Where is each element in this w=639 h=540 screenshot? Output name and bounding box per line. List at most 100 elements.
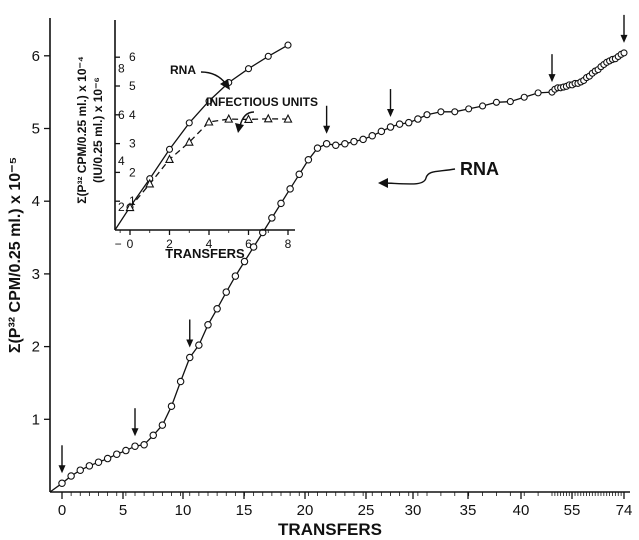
- inset-y-axis-label-left: Σ(P³² CPM/0.25 ml.) x 10⁻⁴: [75, 56, 89, 204]
- inset-infectious-units-leader: [239, 111, 255, 127]
- inset-rna-label-leader: [200, 71, 227, 85]
- transfer-arrows: [58, 14, 628, 474]
- inset-rna-point: [205, 97, 213, 105]
- inset-rna-point: [284, 41, 292, 49]
- transfer-arrow: [387, 89, 394, 118]
- inset-y-tick-label: 6: [129, 50, 136, 64]
- main-x-tick-label: 55: [564, 502, 581, 519]
- main-y-axis-label: Σ(P³² CPM/0.25 ml.) x 10⁻⁵: [7, 157, 24, 353]
- inset-infectious-units-label: INFECTIOUS UNITS: [206, 95, 318, 109]
- inset-infectious-units-point: [145, 178, 155, 188]
- main-rna-point: [58, 479, 66, 488]
- inset-y-right-tick-label: 2: [118, 200, 125, 214]
- main-minor-ticks: [61, 492, 625, 496]
- main-series-label-arrowhead: [378, 178, 388, 188]
- main-x-tick-label: 30: [405, 502, 422, 519]
- main-series-label-leader: [383, 168, 456, 185]
- inset-infectious-units-point: [125, 202, 135, 212]
- main-x-ticks: 0 5 10 15 20 25 30 35 40 55 74: [58, 492, 633, 519]
- main-rna-point: [313, 144, 322, 152]
- transfer-arrow: [620, 14, 628, 43]
- inset-x-tick-label: 2: [166, 237, 173, 251]
- main-rna-point: [341, 140, 349, 148]
- main-rna-point: [240, 257, 249, 266]
- main-rna-point: [414, 115, 422, 123]
- inset-rna-label-arrowhead: [220, 79, 230, 90]
- inset-y-right-tick-label: 4: [118, 154, 125, 168]
- main-y-tick-label: 6: [32, 48, 40, 65]
- main-rna-point: [506, 98, 514, 106]
- main-rna-point: [268, 214, 276, 222]
- inset-y-axis-label-right: (IU/0.25 ml.) x 10⁻⁶: [91, 77, 105, 183]
- main-rna-point: [76, 466, 85, 474]
- inset-infectious-units-point: [243, 114, 254, 123]
- main-rna-point: [103, 454, 112, 463]
- inset-infectious-units-point: [164, 154, 175, 163]
- inset-infectious-units-points: [125, 113, 293, 212]
- main-rna-point: [404, 118, 413, 127]
- main-y-tick-label: 5: [32, 121, 40, 138]
- main-rna-point: [395, 120, 404, 128]
- main-rna-point: [451, 108, 459, 116]
- transfer-arrow: [186, 319, 194, 348]
- inset-infectious-units-series-line: [129, 118, 289, 208]
- inset-x-axis-label: TRANSFERS: [165, 246, 245, 261]
- inset-x-tick-label: 0: [127, 237, 134, 251]
- inset-y-right-tick-label: 6: [118, 108, 125, 122]
- inset-rna-point: [165, 145, 174, 153]
- main-rna-point: [222, 288, 231, 296]
- inset-x-minus-label: −: [115, 237, 122, 251]
- inset-y-tick-label: 2: [129, 165, 136, 179]
- inset-rna-point: [185, 119, 193, 127]
- main-rna-point: [350, 137, 358, 146]
- inset-rna-label: RNA: [170, 63, 196, 77]
- inset-y-tick-label: 3: [129, 137, 136, 151]
- main-rna-point: [94, 458, 103, 466]
- inset-y-tick-label: 5: [129, 79, 136, 93]
- main-rna-point: [386, 123, 395, 131]
- inset-x-ticks: 0 2 4 6 8 −: [115, 230, 292, 251]
- main-rna-point: [304, 156, 313, 164]
- main-rna-point: [195, 341, 203, 349]
- main-rna-point: [465, 105, 473, 113]
- main-y-ticks: 1 2 3 4 5 6: [32, 48, 50, 428]
- main-rna-point: [277, 199, 285, 208]
- inset-x-tick-label: 6: [245, 237, 252, 251]
- main-rna-point: [67, 472, 75, 480]
- main-rna-point: [131, 442, 139, 450]
- main-rna-point: [176, 377, 185, 386]
- main-x-tick-label: 10: [175, 502, 192, 519]
- main-y-tick-label: 4: [32, 193, 40, 210]
- inset-rna-series-line: [114, 44, 289, 231]
- main-rna-point: [204, 321, 212, 329]
- main-x-tick-label: 74: [616, 502, 633, 519]
- main-rna-point: [359, 135, 367, 144]
- main-y-tick-label: 1: [32, 411, 40, 428]
- main-rna-point: [186, 353, 194, 362]
- transfer-arrow: [548, 54, 556, 83]
- main-rna-point: [520, 93, 528, 101]
- transfer-arrow: [58, 445, 66, 474]
- main-rna-point: [295, 170, 303, 179]
- main-rna-point: [286, 185, 294, 193]
- main-rna-point: [620, 49, 628, 57]
- main-rna-series-line: [49, 52, 625, 493]
- main-x-tick-label: 40: [513, 502, 530, 519]
- inset-x-tick-label: 4: [206, 237, 213, 251]
- inset-y-right-tick-label: 8: [118, 62, 125, 76]
- main-rna-point: [167, 402, 176, 410]
- main-rna-point: [492, 98, 500, 106]
- main-y-tick-label: 3: [32, 266, 40, 283]
- main-rna-point: [122, 446, 130, 455]
- main-series-label: RNA: [460, 159, 499, 179]
- inset-x-tick-label: 8: [285, 237, 292, 251]
- transfer-arrow: [323, 105, 331, 134]
- main-x-tick-label: 35: [460, 502, 477, 519]
- main-rna-point: [322, 140, 331, 148]
- main-rna-point: [368, 132, 376, 140]
- inset-rna-point: [244, 65, 253, 73]
